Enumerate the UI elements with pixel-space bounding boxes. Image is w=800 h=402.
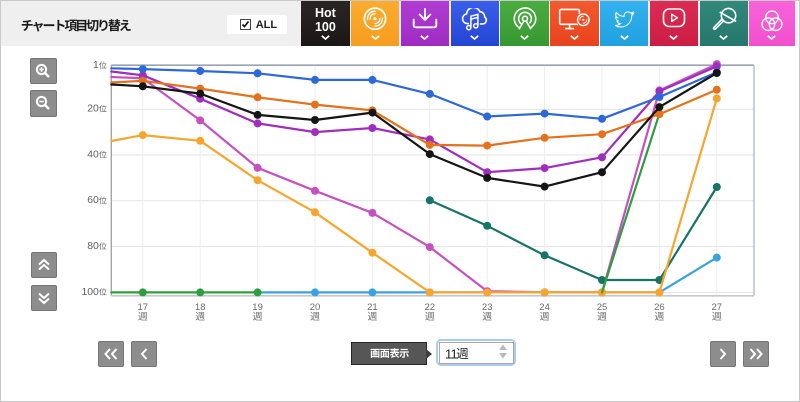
svg-text:11: 11 <box>445 347 457 362</box>
svg-text:100: 100 <box>81 287 99 298</box>
svg-text:24: 24 <box>539 302 550 313</box>
svg-text:27: 27 <box>712 302 723 313</box>
svg-text:19: 19 <box>252 302 263 313</box>
svg-text:17: 17 <box>138 302 149 313</box>
svg-text:40: 40 <box>87 149 99 160</box>
svg-text:20: 20 <box>87 104 99 115</box>
svg-text:80: 80 <box>87 241 99 252</box>
svg-text:22: 22 <box>425 302 436 313</box>
svg-text:18: 18 <box>195 302 206 313</box>
svg-text:20: 20 <box>310 302 321 313</box>
svg-text:21: 21 <box>367 302 378 313</box>
svg-text:25: 25 <box>597 302 608 313</box>
svg-text:23: 23 <box>482 302 493 313</box>
svg-text:1: 1 <box>93 60 99 71</box>
svg-text:60: 60 <box>87 195 99 206</box>
svg-text:26: 26 <box>654 302 665 313</box>
